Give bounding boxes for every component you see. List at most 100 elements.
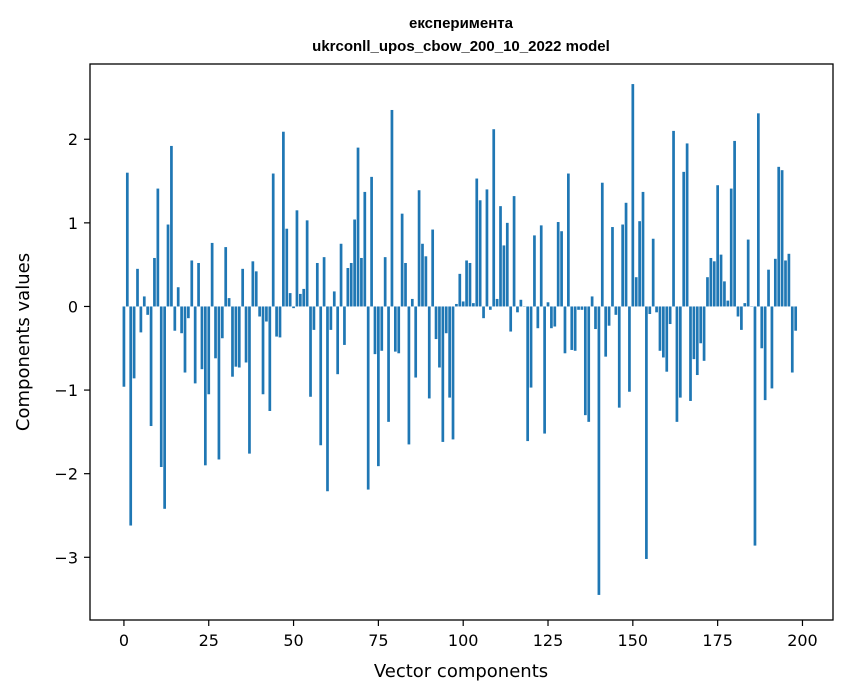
bar-106	[482, 306, 485, 319]
bar-195	[784, 260, 787, 307]
bar-58	[319, 306, 323, 446]
bar-138	[590, 296, 594, 307]
bar-116	[516, 306, 519, 313]
bar-141	[600, 182, 604, 307]
bar-38	[251, 261, 255, 307]
bar-26	[210, 242, 214, 307]
bar-89	[424, 256, 428, 307]
bar-161	[668, 306, 672, 325]
bar-93	[438, 306, 441, 368]
bar-86	[414, 306, 418, 378]
bar-68	[353, 219, 356, 307]
bar-137	[587, 306, 591, 422]
bar-2	[129, 306, 133, 526]
bar-173	[709, 257, 713, 307]
bar-18	[183, 306, 187, 373]
bar-119	[526, 306, 530, 442]
bar-99	[458, 273, 462, 307]
bar-91	[431, 229, 435, 307]
bar-59	[322, 257, 326, 307]
bar-105	[478, 200, 482, 307]
bar-156	[651, 238, 655, 307]
bar-110	[495, 298, 499, 307]
bar-67	[349, 262, 353, 307]
x-axis-ticks: 0 25 50 75 100 125 150 175 200	[119, 620, 818, 650]
bar-176	[719, 254, 723, 307]
bar-190	[767, 269, 770, 307]
bar-131	[567, 173, 570, 307]
bar-35	[241, 268, 245, 307]
bar-53	[302, 288, 306, 307]
bar-149	[628, 306, 631, 392]
bar-31	[227, 298, 231, 307]
bar-109	[492, 129, 496, 307]
bar-192	[773, 258, 777, 307]
bar-179	[729, 188, 733, 307]
bar-41	[261, 306, 265, 395]
y-axis-label: Components values	[13, 253, 34, 431]
bar-29	[220, 306, 224, 339]
bar-79	[390, 109, 394, 307]
bar-132	[570, 306, 574, 350]
bar-6	[142, 296, 146, 307]
bar-189	[763, 306, 767, 401]
x-tick-label-0: 0	[119, 631, 129, 650]
bar-121	[533, 235, 536, 307]
bar-63	[336, 306, 340, 375]
bar-103	[472, 303, 475, 307]
bar-16	[176, 287, 180, 307]
x-tick-label-200: 200	[787, 631, 818, 650]
bar-104	[475, 178, 479, 307]
x-tick-label-75: 75	[368, 631, 388, 650]
bar-series	[122, 84, 798, 595]
bar-172	[706, 277, 709, 307]
bar-56	[312, 306, 316, 330]
bar-39	[254, 271, 258, 307]
bar-69	[356, 147, 360, 307]
bar-21	[193, 306, 197, 384]
bar-37	[248, 306, 251, 454]
bar-25	[207, 306, 211, 395]
bar-144	[611, 227, 614, 307]
bar-125	[546, 302, 550, 307]
chart-title-line2: ukrconll_upos_cbow_200_10_2022 model	[312, 38, 610, 55]
bar-196	[787, 253, 791, 307]
bar-100	[461, 301, 465, 307]
bar-10	[156, 188, 160, 307]
bar-177	[723, 281, 726, 307]
bar-9	[153, 257, 156, 307]
bar-78	[387, 306, 390, 422]
bar-77	[383, 257, 387, 307]
bar-34	[237, 306, 241, 368]
bar-167	[689, 306, 692, 401]
bar-57	[315, 262, 319, 307]
bar-153	[641, 191, 645, 307]
bar-102	[468, 262, 472, 307]
bar-8	[149, 306, 153, 427]
bar-49	[288, 293, 292, 307]
bar-42	[265, 306, 268, 322]
bar-28	[217, 306, 221, 460]
bar-15	[173, 306, 177, 331]
bar-145	[614, 306, 618, 315]
bar-44	[271, 173, 275, 307]
bar-7	[146, 306, 150, 315]
bar-94	[441, 306, 445, 442]
bar-75	[377, 306, 380, 467]
bar-64	[339, 243, 343, 307]
bar-52	[298, 293, 302, 307]
bar-85	[410, 298, 414, 307]
y-tick-label--2: −2	[54, 465, 78, 484]
bar-97	[451, 306, 455, 440]
bar-95	[444, 306, 448, 334]
x-tick-label-25: 25	[199, 631, 219, 650]
bar-14	[170, 145, 173, 307]
bar-51	[295, 210, 299, 307]
bar-152	[638, 221, 641, 307]
bar-83	[404, 262, 407, 307]
bar-73	[370, 176, 373, 307]
bar-157	[655, 306, 658, 313]
bar-48	[285, 228, 289, 307]
bar-113	[505, 222, 509, 307]
bar-171	[702, 306, 706, 361]
